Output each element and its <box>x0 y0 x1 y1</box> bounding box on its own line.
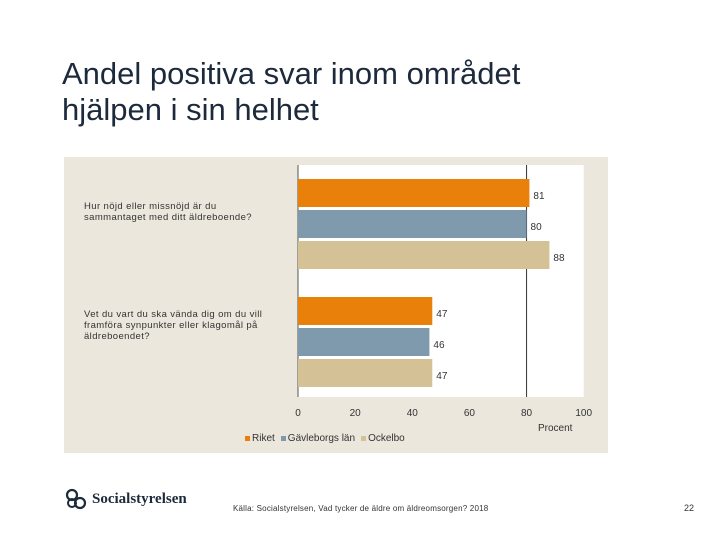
legend-swatch-ockelbo <box>361 436 367 441</box>
bar-riket-2 <box>298 297 433 325</box>
socialstyrelsen-logo[interactable]: Socialstyrelsen <box>64 488 187 510</box>
source-note: Källa: Socialstyrelsen, Vad tycker de äl… <box>233 504 489 513</box>
legend-label-gavleborg: Gävleborgs län <box>287 433 356 444</box>
category-label-2: Vet du vart du ska vända dig om du vill … <box>84 309 263 342</box>
data-label-1-2: 80 <box>531 222 543 233</box>
legend-swatch-gavleborg <box>280 436 286 441</box>
x-tick-label-40: 40 <box>407 408 419 419</box>
title-line-2: hjälpen i sin helhet <box>62 92 319 127</box>
x-axis-label: Procent <box>538 423 573 434</box>
category-label-1: Hur nöjd eller missnöjd är du sammantage… <box>84 201 252 223</box>
bar-ockelbo-1 <box>298 241 550 269</box>
data-label-2-3: 47 <box>436 371 448 382</box>
x-tick-label-100: 100 <box>575 408 592 419</box>
bar-ockelbo-2 <box>298 359 433 387</box>
data-label-2-2: 46 <box>433 340 445 351</box>
title-line-1: Andel positiva svar inom området <box>62 56 521 91</box>
x-tick-label-0: 0 <box>295 408 301 419</box>
legend-label-riket: Riket <box>252 433 275 444</box>
legend-label-ockelbo: Ockelbo <box>368 433 405 444</box>
legend-item-ockelbo: Ockelbo <box>361 433 405 444</box>
data-label-2-1: 47 <box>436 309 448 320</box>
logo-text: Socialstyrelsen <box>92 490 187 507</box>
legend-item-riket: Riket <box>245 433 275 444</box>
x-tick-label-20: 20 <box>350 408 362 419</box>
bar-g-vleborgs-l-n-2 <box>298 328 430 356</box>
slide-title: Andel positiva svar inom området hjälpen… <box>62 56 682 128</box>
legend-item-gavleborg: Gävleborgs län <box>280 433 356 444</box>
legend: Riket Gävleborgs län Ockelbo <box>245 433 405 444</box>
x-tick-label-80: 80 <box>521 408 533 419</box>
data-label-1-1: 81 <box>533 191 545 202</box>
data-label-1-3: 88 <box>553 253 565 264</box>
bar-riket-1 <box>298 179 530 207</box>
x-tick-label-60: 60 <box>464 408 476 419</box>
logo-icon <box>65 488 87 510</box>
legend-swatch-riket <box>245 436 250 441</box>
page-number: 22 <box>684 503 695 513</box>
bar-g-vleborgs-l-n-1 <box>298 210 527 238</box>
